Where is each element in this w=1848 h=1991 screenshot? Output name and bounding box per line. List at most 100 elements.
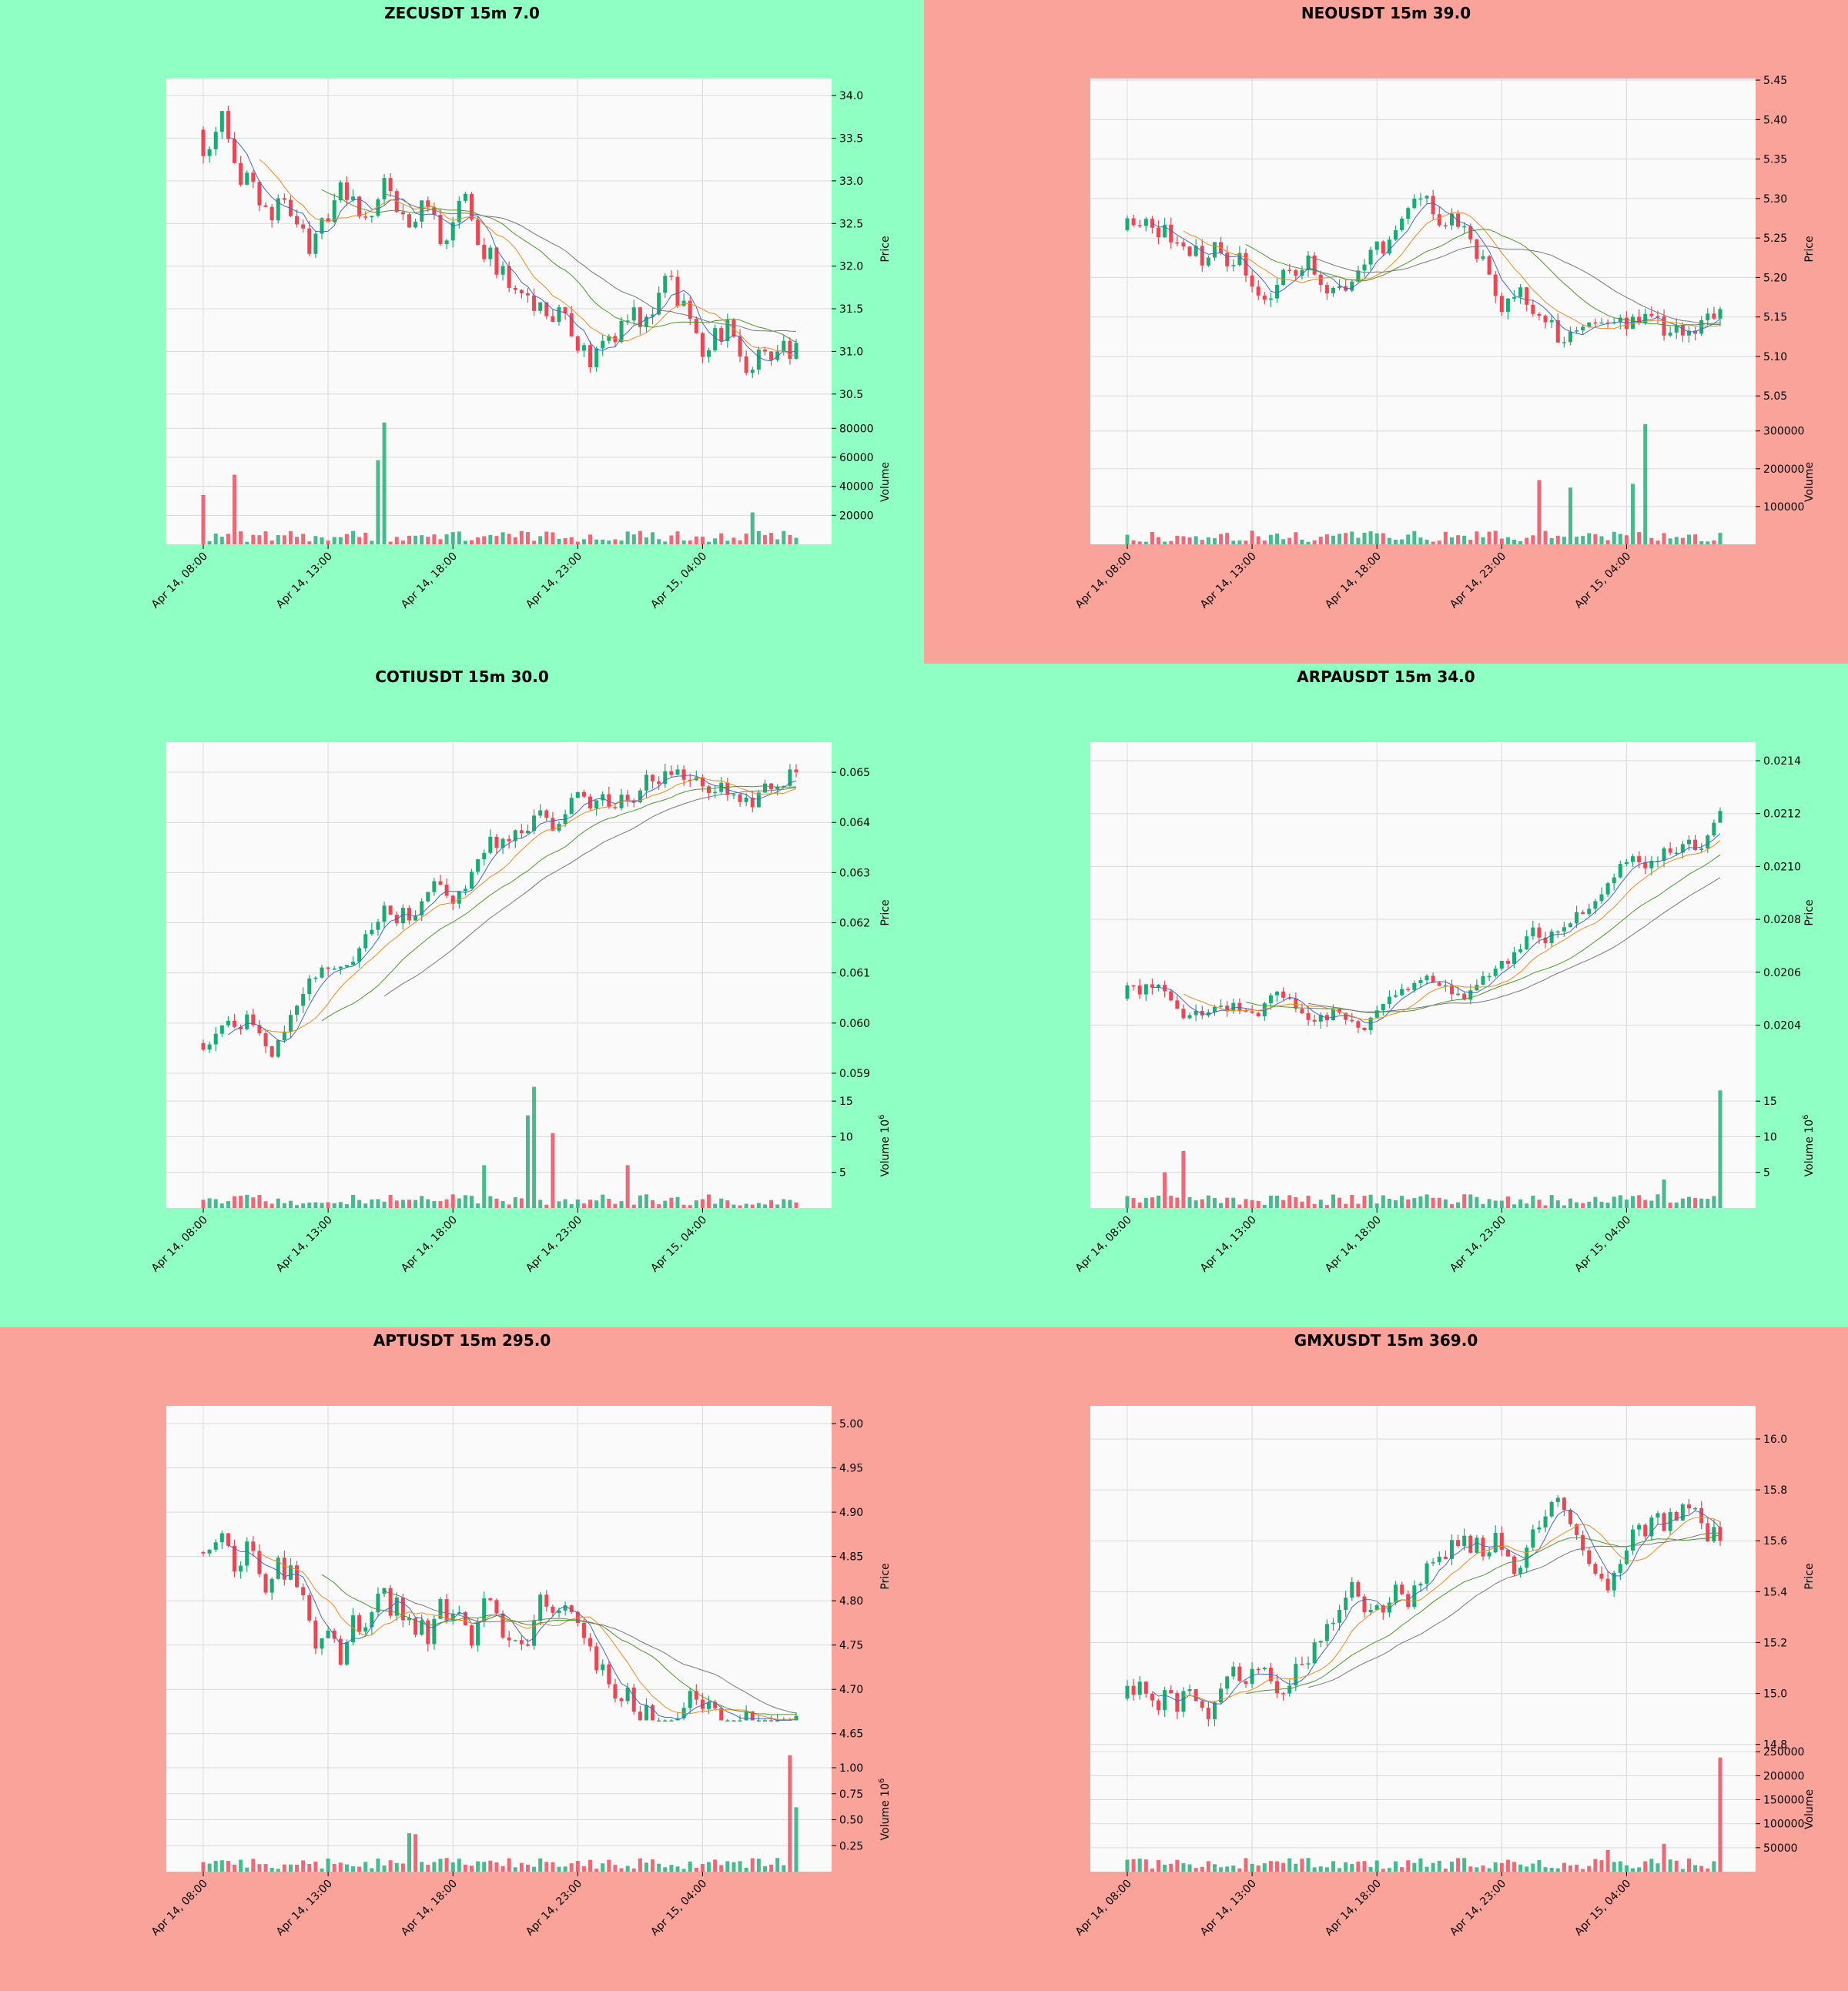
volume-bar [675, 1866, 680, 1872]
volume-bar [1431, 541, 1435, 544]
candle-body [257, 1551, 262, 1574]
candle-body [1143, 984, 1148, 995]
candle-body [1575, 1524, 1579, 1535]
candle-body [788, 340, 792, 360]
volume-bar [1262, 540, 1267, 544]
volume-bar [1163, 1864, 1167, 1872]
candle-body [351, 196, 356, 200]
volume-bar [569, 1204, 574, 1208]
volume-bar [631, 1868, 636, 1872]
volume-bar [1699, 1866, 1704, 1872]
candle-body [276, 1558, 280, 1579]
volume-multiplier-exponent: 6 [878, 1115, 886, 1119]
candle-body [513, 1640, 517, 1641]
chart-svg: GMXUSDT 15m 369.0 14.8 15.0 15.2 15.4 15.6 15.… [924, 1327, 1848, 1991]
volume-bar [1493, 1862, 1498, 1872]
volume-bar [1443, 1869, 1448, 1872]
candle-body [257, 182, 262, 206]
volume-bar [1456, 1202, 1461, 1208]
candle-body [669, 1720, 674, 1722]
candle-body [756, 1720, 761, 1722]
volume-bar [725, 540, 730, 544]
volume-bar [270, 540, 274, 544]
candle-body [1281, 269, 1286, 286]
volume-bar [1518, 1199, 1523, 1208]
volume-bar [226, 1861, 230, 1872]
volume-bar [320, 537, 324, 544]
volume-bar [219, 537, 224, 544]
volume-bar [619, 1201, 624, 1208]
candle-body [700, 333, 705, 357]
candle-body [769, 351, 774, 360]
candle-body [1462, 1535, 1467, 1547]
volume-bar [594, 539, 599, 544]
plot-area [1090, 742, 1756, 1208]
volume-bar [1525, 537, 1529, 544]
volume-bar [544, 1862, 549, 1872]
candle-body [1555, 931, 1560, 933]
candle-body [1562, 927, 1566, 932]
candle-body [1437, 982, 1441, 986]
volume-bar [282, 535, 286, 544]
volume-bar [388, 541, 393, 544]
volume-bar [370, 540, 374, 544]
volume-bar [1549, 538, 1554, 544]
volume-bar [207, 1198, 212, 1208]
volume-bar [1337, 534, 1342, 544]
volume-bar [213, 1199, 218, 1208]
volume-bar [700, 1864, 705, 1872]
volume-multiplier: 10 [1803, 1119, 1816, 1133]
price-tick-label: 0.065 [839, 767, 870, 779]
price-tick-label: 0.0208 [1763, 914, 1801, 926]
volume-bar [1368, 1194, 1373, 1208]
volume-bar [282, 1203, 286, 1208]
volume-bar [1181, 1150, 1186, 1208]
candle-body [1212, 242, 1217, 258]
candle-body [1125, 218, 1130, 230]
candle-body [775, 787, 780, 790]
candle-body [1693, 1507, 1698, 1510]
candle-body [1137, 985, 1142, 995]
volume-bar [357, 1866, 362, 1872]
volume-bar [1281, 1862, 1286, 1872]
candle-body [213, 132, 218, 149]
volume-bar [1150, 1197, 1154, 1208]
volume-bar [1150, 1868, 1154, 1872]
volume-bar [1181, 536, 1186, 544]
volume-bar [1200, 540, 1204, 544]
volume-bar [613, 1203, 618, 1208]
volume-bar [407, 1833, 411, 1872]
volume-bar [307, 541, 312, 544]
volume-bar [1662, 533, 1666, 544]
volume-bar [1381, 1869, 1385, 1872]
volume-bar [1449, 1204, 1454, 1208]
candle-body [1306, 1012, 1311, 1020]
candle-body [1443, 985, 1448, 987]
candle-body [1424, 196, 1429, 199]
candle-body [1686, 330, 1691, 336]
volume-bar [1206, 1195, 1210, 1208]
candle-body [1231, 1002, 1236, 1012]
volume-bars [1125, 1757, 1722, 1872]
volume-bar [207, 1863, 212, 1872]
candle-body [219, 1533, 224, 1543]
candle-body [762, 1720, 767, 1722]
volume-bar [794, 1807, 798, 1872]
volume-bar [444, 1858, 449, 1872]
volume-bar [1680, 537, 1685, 544]
candle-body [1400, 218, 1404, 230]
candle-body [338, 182, 343, 201]
candle-body [494, 836, 499, 848]
volume-bar [1163, 541, 1167, 544]
volume-bar [400, 540, 405, 544]
candle-body [1568, 923, 1572, 928]
candle-body [1356, 270, 1361, 282]
candle-body [201, 1551, 206, 1554]
volume-bar [1374, 533, 1379, 544]
candle-body [351, 962, 356, 965]
volume-bar [1318, 1866, 1323, 1872]
candle-body [1493, 1532, 1498, 1553]
candle-body [420, 901, 424, 916]
candle-body [625, 795, 630, 801]
